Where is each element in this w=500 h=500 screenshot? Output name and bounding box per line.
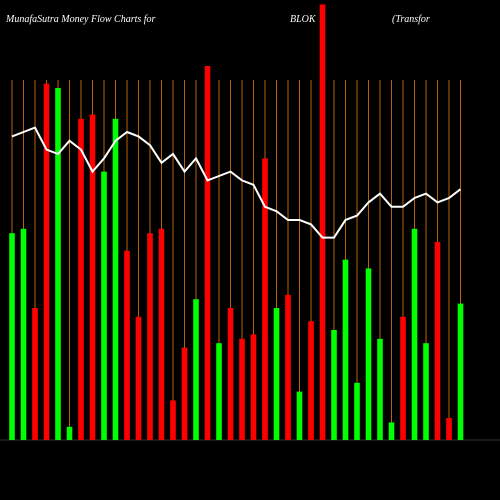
bar [411, 228, 418, 440]
bar [193, 299, 199, 440]
bar [377, 338, 383, 440]
bar [446, 418, 452, 440]
ticker: BLOK [290, 14, 317, 25]
bar [124, 250, 130, 440]
bar [112, 118, 119, 441]
bar [43, 83, 50, 440]
bar [388, 422, 395, 440]
chart-subtitle: (Transfor [392, 14, 430, 25]
bar [457, 303, 464, 440]
bar [9, 233, 15, 440]
bar [250, 334, 257, 440]
marks [9, 4, 464, 441]
bar [365, 268, 372, 440]
bar [204, 66, 211, 440]
bar [227, 308, 234, 440]
bar [135, 316, 142, 440]
bar [32, 308, 38, 440]
bar [101, 171, 107, 440]
bar [170, 400, 176, 440]
bar [147, 233, 153, 440]
bar [262, 158, 268, 440]
bar [239, 338, 245, 440]
bar [55, 88, 61, 440]
bar [285, 294, 291, 440]
bar [331, 330, 337, 440]
bar [354, 382, 360, 440]
bar [308, 321, 314, 440]
bar [66, 426, 73, 440]
bar [423, 343, 429, 440]
bar [319, 4, 326, 441]
trend-line [11, 126, 462, 239]
bar [158, 228, 165, 440]
bar [400, 316, 406, 440]
chart-title: MunafaSutra Money Flow Charts for [5, 14, 156, 25]
bar [342, 259, 349, 440]
bar [181, 347, 188, 440]
bar [434, 242, 441, 440]
bar [273, 308, 280, 440]
bar [78, 118, 84, 441]
bar [216, 343, 222, 440]
bar [89, 114, 96, 441]
bar [296, 391, 303, 440]
bar [20, 228, 27, 440]
